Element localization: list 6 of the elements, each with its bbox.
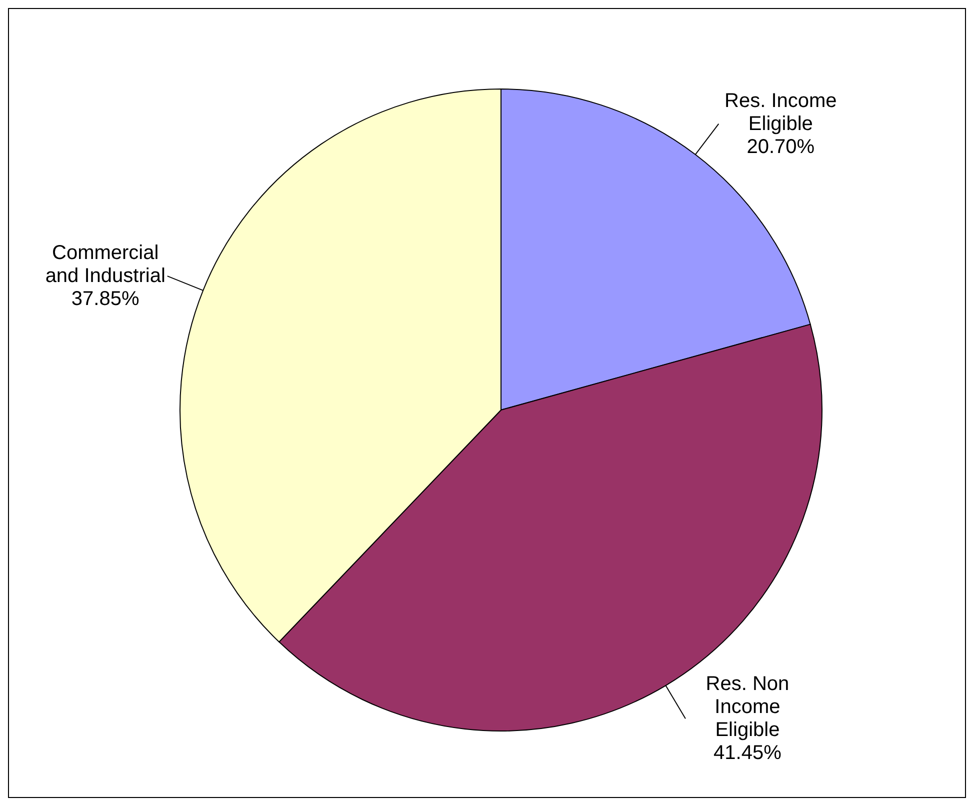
slice-label: Commercial and Industrial: [45, 242, 166, 288]
data-label: 41.45%: [714, 742, 782, 764]
slice-label: Res. Non Income Eligible: [706, 673, 790, 742]
slice-label: Res. Income Eligible: [724, 90, 837, 135]
data-label: 20.70%: [746, 136, 815, 158]
data-label: 37.85%: [71, 288, 140, 310]
